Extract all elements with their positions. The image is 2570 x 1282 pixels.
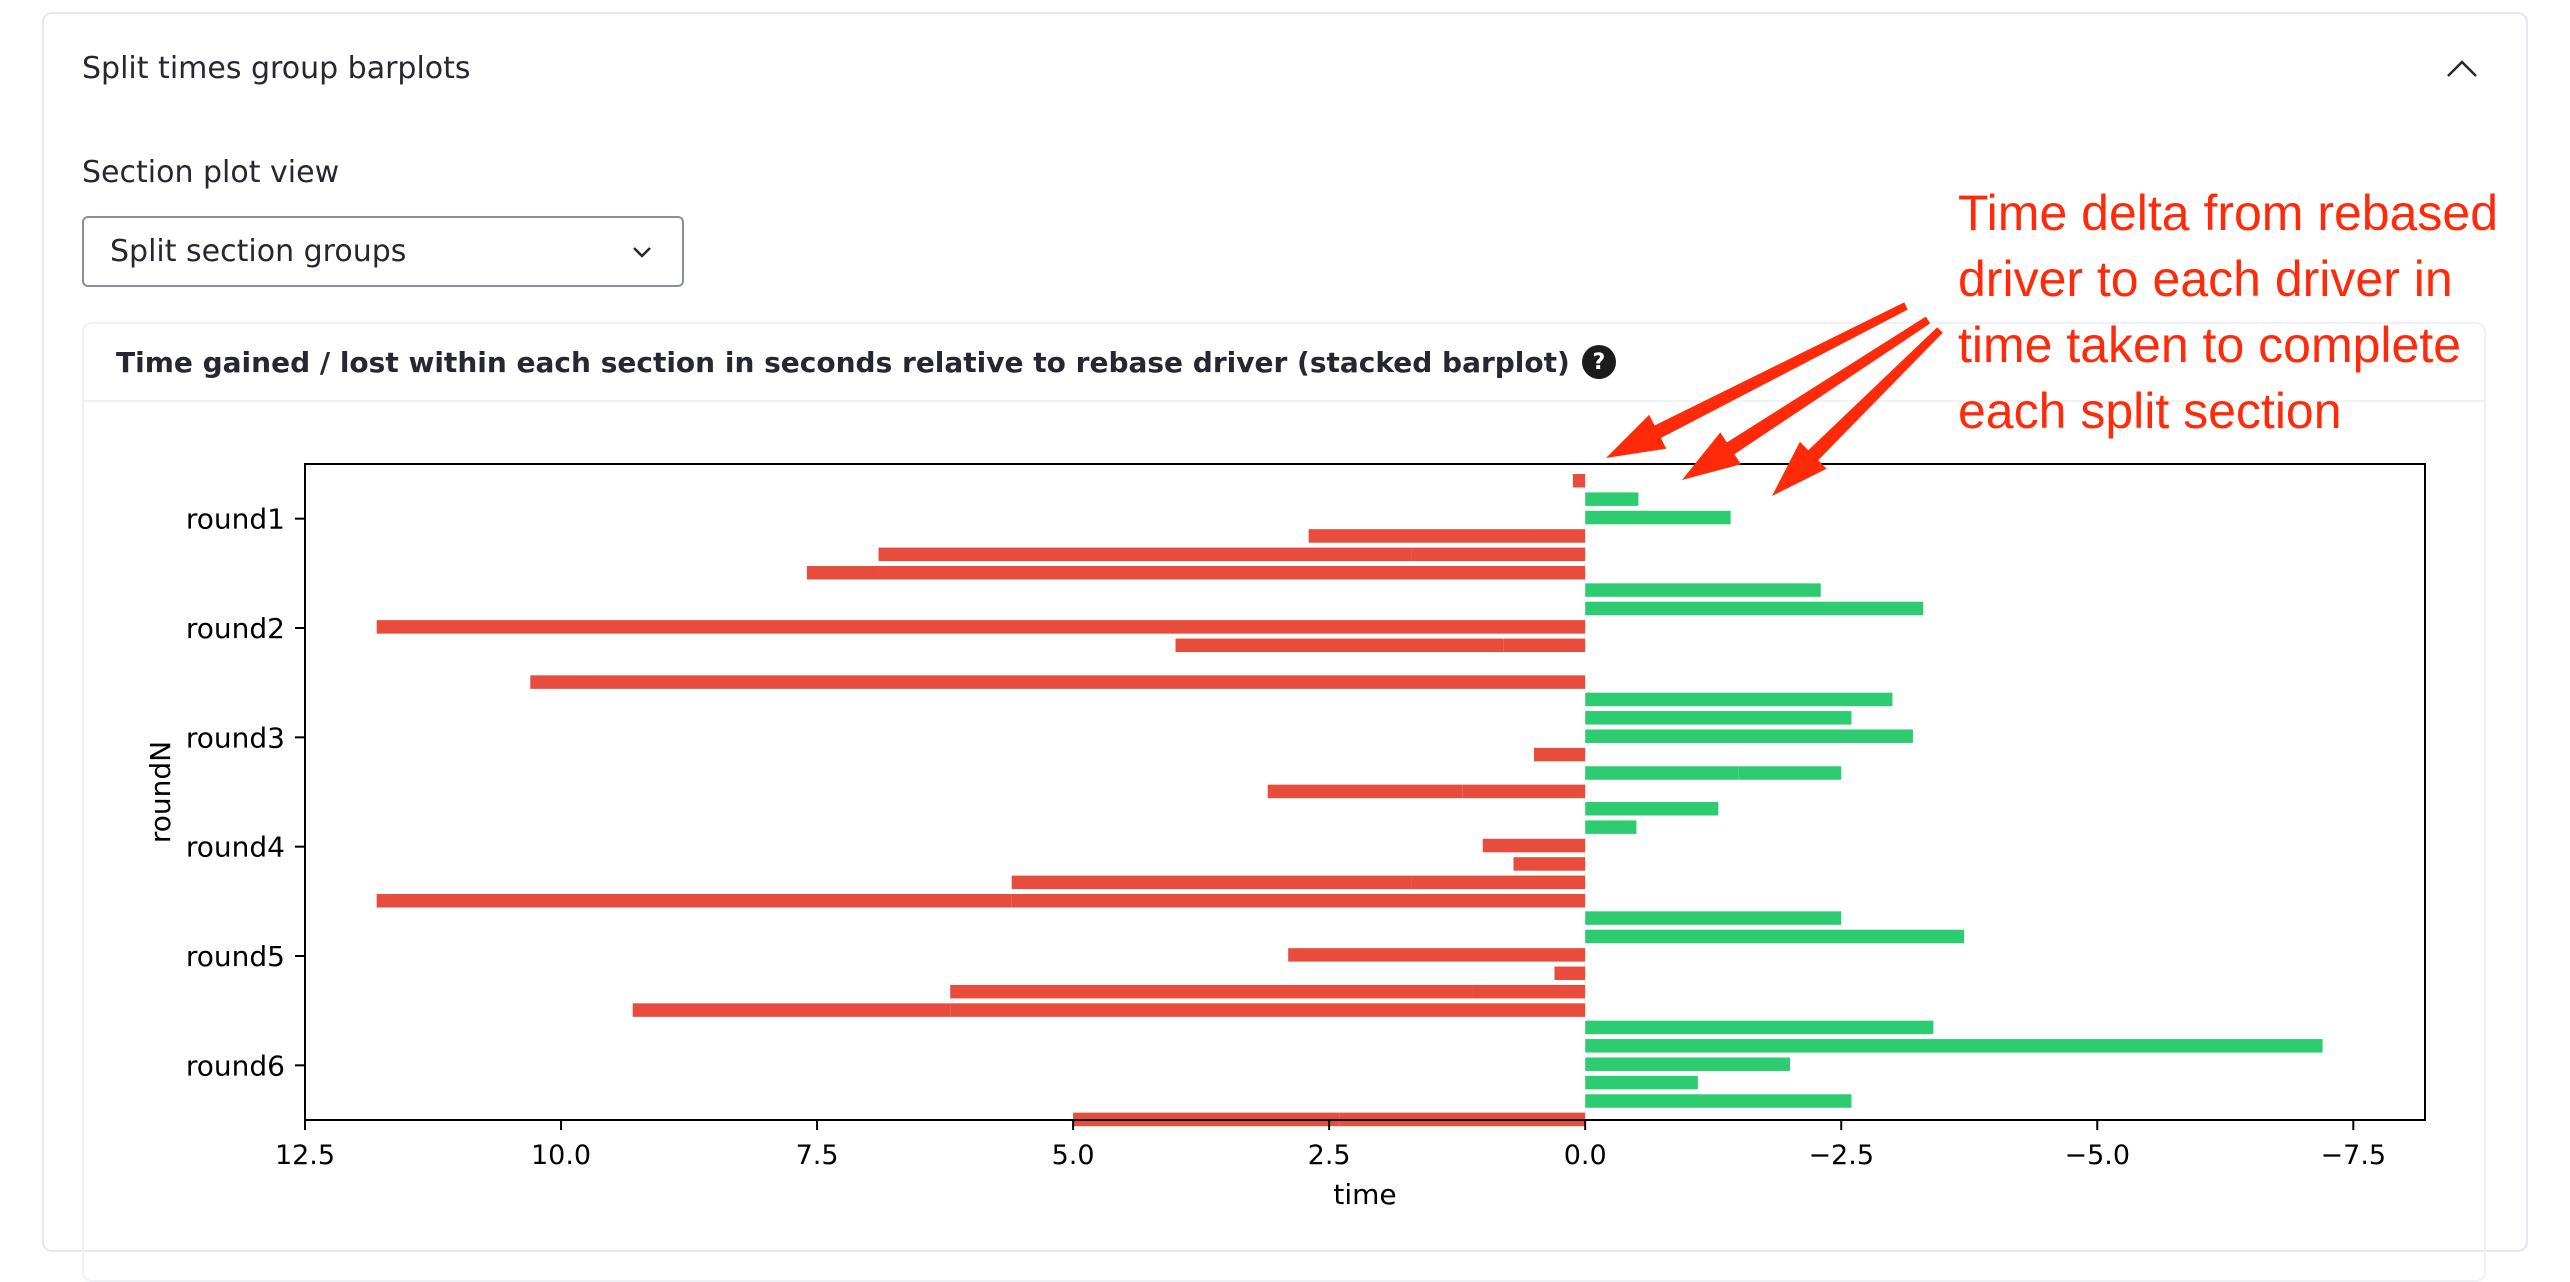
annotation-text: Time delta from rebased driver to each d… (1958, 185, 2499, 439)
bar-segment-round1-d1-s1 (1572, 474, 1586, 488)
annotation-arrow-2 (1682, 316, 1931, 480)
bar-segment-round4-d2-s1 (1585, 820, 1637, 834)
bar-segment-round3-d4-s1 (1533, 747, 1586, 762)
bar-segment-round3-d6-s2 (1267, 784, 1463, 799)
annotation-arrows (1606, 302, 1943, 496)
x-tick-label: −5.0 (2064, 1140, 2130, 1171)
chevron-down-icon (633, 246, 651, 258)
bar-segment-round4-d4-s1 (1513, 857, 1586, 871)
bar-segment-round4-d5-s2 (1011, 875, 1412, 890)
bar-segment-round1-d4-s2 (1308, 529, 1534, 543)
bar-segment-round5-d4-s1 (1554, 966, 1586, 981)
y-tick-label: round4 (186, 831, 285, 864)
x-tick-label: −7.5 (2321, 1140, 2387, 1171)
bar-segment-round5-d6-s2 (632, 1003, 951, 1017)
x-tick-label: 12.5 (275, 1140, 335, 1171)
expander-header[interactable]: Split times group barplots (82, 44, 2482, 92)
question-circle-icon[interactable]: ? (1581, 345, 1616, 379)
x-ticks: 12.5 10.0 7.5 5.0 2.5 0.0 −2.5 −5.0 −7.5 (275, 1120, 2386, 1171)
section-plot-view-select[interactable]: Split section groups (82, 216, 684, 287)
bar-segment-round6-d2-s1 (1585, 1039, 2323, 1053)
bar-segment-round1-d5-s1 (1411, 547, 1586, 562)
bar-segment-round2-d1-s1 (1585, 583, 1821, 597)
y-axis-label: roundN (144, 741, 177, 843)
bar-segment-round6-d5-s1 (1585, 1094, 1852, 1108)
x-tick-label: 0.0 (1564, 1140, 1607, 1171)
select-value: Split section groups (110, 234, 407, 269)
bar-segment-round3-d3-s1 (1585, 729, 1913, 743)
bar-segment-round4-d6-s1 (1011, 894, 1586, 908)
y-tick-label: round2 (186, 612, 285, 645)
x-tick-label: 5.0 (1052, 1140, 1095, 1171)
bar-segment-round4-d5-s1 (1411, 875, 1586, 890)
x-tick-label: 7.5 (796, 1140, 839, 1171)
x-axis-label: time (1333, 1178, 1396, 1211)
bar-segment-round2-d4-s1 (1503, 638, 1586, 653)
y-ticks: round1 round2 round3 round4 round5 round6 (186, 503, 305, 1082)
bar-segment-round3-d1-s1 (1585, 692, 1893, 707)
bar-segment-round6-d3-s1 (1585, 1057, 1791, 1071)
bar-segment-round3-d6-s1 (1462, 784, 1586, 799)
bar-segment-round5-d1-s1 (1585, 911, 1842, 925)
bar-segment-round1-d6-s2 (806, 566, 879, 580)
bar-segment-round1-d5-s2 (878, 547, 1412, 562)
bar-segment-round5-d3-s1 (1288, 948, 1586, 962)
bar-segment-round5-d6-s1 (950, 1003, 1586, 1017)
bar-segment-round4-d6-s2 (376, 894, 1012, 908)
bar-segment-round4-d3-s1 (1533, 838, 1586, 853)
stacked-barplot-chart: round1 round2 round3 round4 round5 round6 12.… (144, 302, 2426, 1211)
bar-segment-round4-d3-s2 (1482, 838, 1534, 853)
y-tick-label: round6 (186, 1049, 285, 1082)
bar-segment-round6-d4-s1 (1585, 1075, 1698, 1090)
bar-segment-round3-d5-s1 (1585, 766, 1739, 780)
bar-segment-round1-d4-s1 (1533, 529, 1586, 543)
x-tick-label: 10.0 (531, 1140, 591, 1171)
chart-panel-title-text: Time gained / lost within each section i… (116, 345, 1570, 379)
plot-frame (304, 463, 2426, 1121)
bar-segment-round2-d6-s1 (581, 675, 1586, 689)
x-tick-label: 2.5 (1308, 1140, 1351, 1171)
panel-divider (84, 400, 2484, 402)
x-tick-label: −2.5 (1808, 1140, 1874, 1171)
bar-segment-round3-d2-s1 (1585, 711, 1852, 725)
bar-segment-round5-d2-s1 (1585, 929, 1965, 944)
section-plot-view-label: Section plot view (82, 155, 340, 190)
bar-segment-round1-d3-s1 (1585, 510, 1731, 525)
bar-segment-round6-d1-s1 (1585, 1020, 1934, 1035)
y-tick-label: round1 (186, 503, 285, 536)
bar-segment-round4-d1-s1 (1585, 802, 1719, 816)
chart-panel-title: Time gained / lost within each section i… (116, 340, 1616, 384)
expander-title: Split times group barplots (82, 50, 471, 86)
chevron-up-icon[interactable] (2442, 48, 2482, 88)
annotation-arrow-3 (1772, 327, 1943, 496)
bars-layer (376, 474, 2323, 1127)
annotation-arrow-1 (1606, 302, 1908, 458)
bar-segment-round5-d5-s2 (950, 984, 1473, 999)
bar-segment-round2-d3-s1 (376, 620, 1586, 634)
bar-segment-round3-d5-s2 (1738, 766, 1842, 780)
bar-segment-round2-d6-s2 (530, 675, 582, 689)
y-tick-label: round3 (186, 721, 285, 754)
y-tick-label: round5 (186, 940, 285, 973)
bar-segment-round1-d2-s1 (1585, 492, 1639, 506)
bar-segment-round2-d4-s2 (1175, 638, 1504, 653)
bar-segment-round2-d2-s1 (1585, 601, 1924, 616)
bar-segment-round1-d6-s1 (878, 566, 1586, 580)
bar-segment-round5-d5-s1 (1472, 984, 1586, 999)
